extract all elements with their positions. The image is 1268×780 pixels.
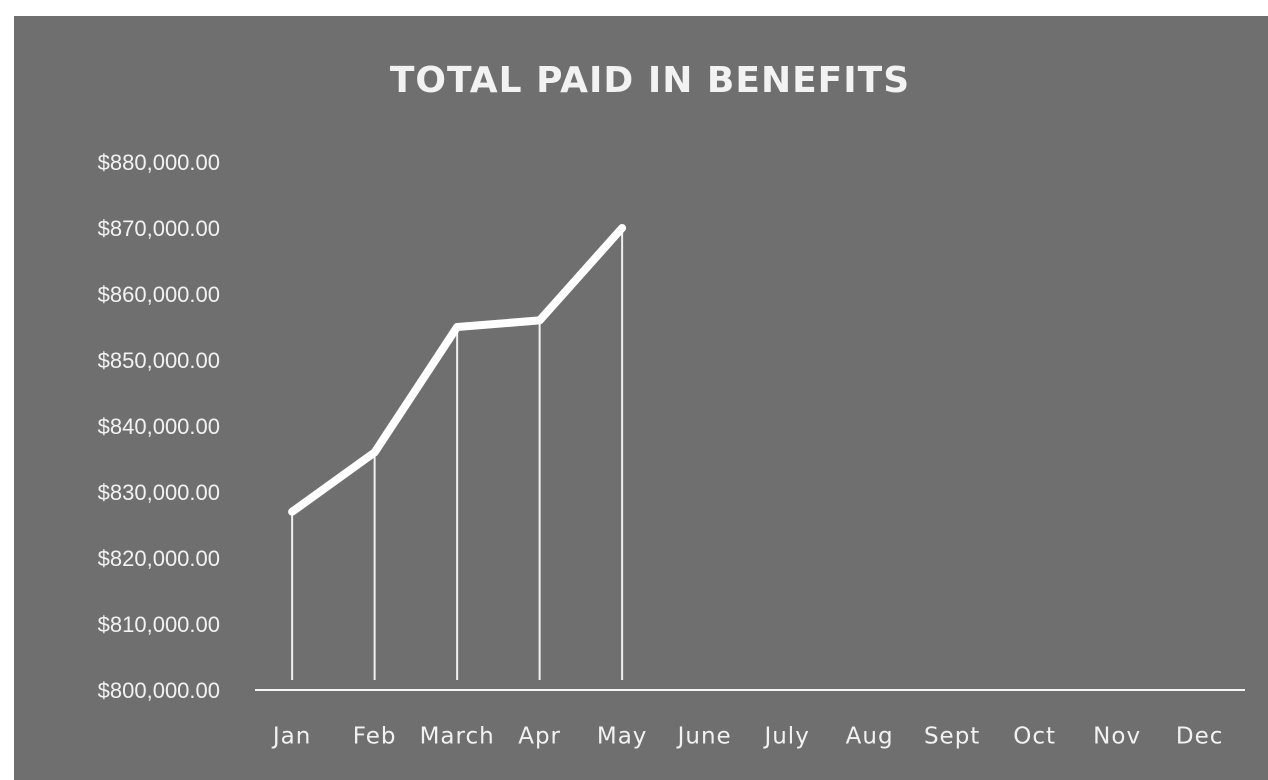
y-tick-label: $870,000.00 [98,216,220,241]
x-tick-label: Oct [1013,724,1056,750]
y-tick-label: $800,000.00 [98,678,220,703]
x-tick-label: Jan [271,724,311,750]
y-tick-label: $830,000.00 [98,480,220,505]
y-tick-label: $850,000.00 [98,348,220,373]
line-series [288,224,627,516]
x-tick-label: Dec [1176,724,1224,750]
x-tick-label: May [597,724,648,750]
y-tick-label: $880,000.00 [98,150,220,175]
x-tick-label: Nov [1093,724,1141,750]
y-tick-label: $810,000.00 [98,612,220,637]
x-tick-label: June [676,724,732,750]
x-tick-label: Feb [353,724,397,750]
y-tick-label: $860,000.00 [98,282,220,307]
chart-background [14,16,1268,780]
x-tick-label: Sept [924,724,980,750]
x-tick-label: Aug [846,724,894,750]
chart-title: TOTAL PAID IN BENEFITS [390,60,910,101]
y-tick-label: $820,000.00 [98,546,220,571]
y-tick-label: $840,000.00 [98,414,220,439]
x-tick-label: March [420,724,495,750]
x-tick-label: Apr [518,724,561,750]
x-tick-label: July [762,724,809,750]
